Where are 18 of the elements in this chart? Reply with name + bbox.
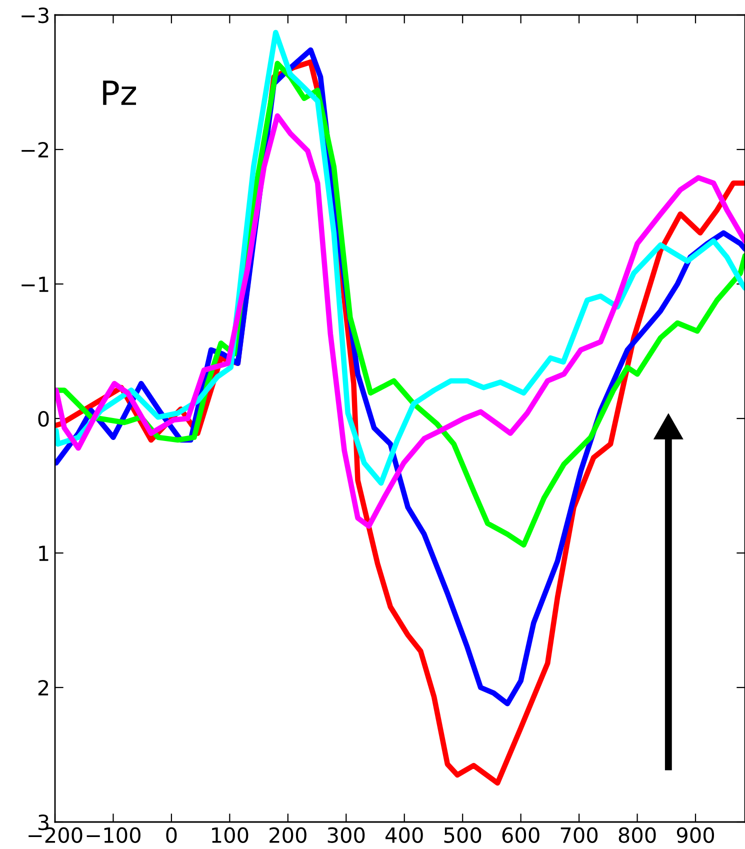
x-tick-label: 0 xyxy=(166,827,177,843)
x-tick-label: 500 xyxy=(444,827,482,843)
annotation: Pz xyxy=(103,80,136,105)
y-tick-label: 1 xyxy=(39,546,48,561)
x-tick-label: 900 xyxy=(676,827,714,843)
y-tick-label: 2 xyxy=(38,680,48,696)
x-tick-label: 300 xyxy=(328,827,365,843)
x-tick-label: 600 xyxy=(502,827,540,843)
x-tick-label: 200 xyxy=(270,827,306,843)
x-tick-label: 400 xyxy=(386,827,423,843)
y-tick-label: −2 xyxy=(22,142,48,158)
x-tick-label: 800 xyxy=(618,827,656,843)
x-tick-label: −100 xyxy=(86,827,140,843)
x-tick-label: 700 xyxy=(560,827,598,843)
x-tick-label: 100 xyxy=(212,827,248,843)
y-tick-label: −1 xyxy=(22,276,48,292)
y-tick-label: 0 xyxy=(38,410,49,427)
y-tick-label: −3 xyxy=(22,7,48,24)
